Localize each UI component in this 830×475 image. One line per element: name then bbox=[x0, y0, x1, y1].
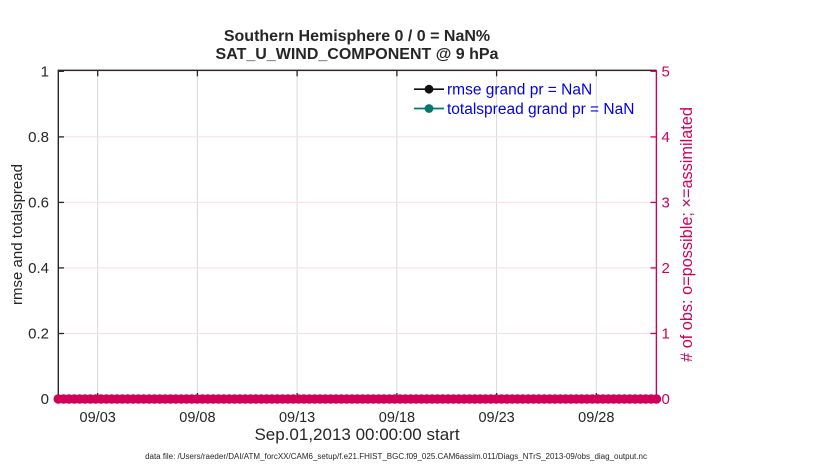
svg-text:09/13: 09/13 bbox=[279, 410, 315, 426]
svg-text:0.8: 0.8 bbox=[28, 129, 49, 146]
svg-text:Sep.01,2013 00:00:00 start: Sep.01,2013 00:00:00 start bbox=[254, 425, 459, 444]
svg-text:09/08: 09/08 bbox=[179, 410, 215, 426]
svg-text:09/28: 09/28 bbox=[578, 410, 614, 426]
svg-text:SAT_U_WIND_COMPONENT @ 9 hPa: SAT_U_WIND_COMPONENT @ 9 hPa bbox=[216, 46, 499, 63]
svg-text:0.6: 0.6 bbox=[28, 194, 49, 211]
svg-text:4: 4 bbox=[662, 129, 670, 146]
svg-text:3: 3 bbox=[662, 194, 670, 211]
svg-text:1: 1 bbox=[41, 63, 49, 80]
svg-text:0.2: 0.2 bbox=[28, 326, 49, 343]
svg-text:Southern Hemisphere 0 / 0 = Na: Southern Hemisphere 0 / 0 = NaN% bbox=[224, 28, 490, 45]
svg-text:09/03: 09/03 bbox=[80, 410, 116, 426]
svg-text:rmse and totalspread: rmse and totalspread bbox=[9, 164, 26, 305]
svg-text:data file: /Users/raeder/DAI/A: data file: /Users/raeder/DAI/ATM_forcXX/… bbox=[145, 452, 647, 461]
svg-text:2: 2 bbox=[662, 260, 670, 277]
svg-text:totalspread grand pr = NaN: totalspread grand pr = NaN bbox=[447, 101, 634, 118]
svg-text:rmse grand pr = NaN: rmse grand pr = NaN bbox=[447, 82, 592, 99]
svg-text:5: 5 bbox=[662, 63, 670, 80]
svg-text:09/23: 09/23 bbox=[478, 410, 514, 426]
svg-text:0.4: 0.4 bbox=[28, 260, 49, 277]
svg-text:0: 0 bbox=[41, 391, 49, 408]
svg-text:09/18: 09/18 bbox=[379, 410, 415, 426]
svg-text:# of obs: o=possible; ×=assimi: # of obs: o=possible; ×=assimilated bbox=[678, 107, 696, 362]
svg-text:0: 0 bbox=[662, 391, 670, 408]
svg-text:1: 1 bbox=[662, 326, 670, 343]
